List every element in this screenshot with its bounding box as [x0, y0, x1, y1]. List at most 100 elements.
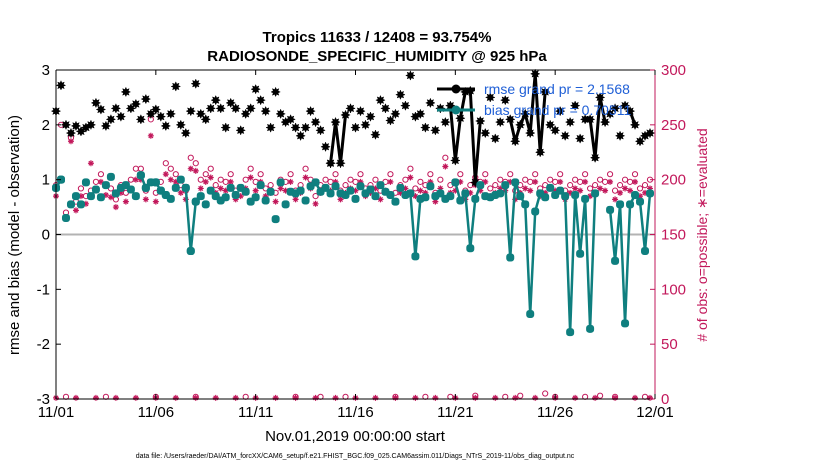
obs-evaluated-point: [467, 189, 474, 196]
obs-evaluated-point: [277, 185, 284, 192]
obs-possible-point: [202, 171, 209, 178]
y-tick-left-label: -1: [37, 281, 50, 298]
tick-layer: -3 -2 -1 0 1 2 3 0 50 100 150 200 250 300 11/01 11/06 11…: [37, 62, 686, 421]
bias-point: [206, 186, 215, 195]
obs-evaluated-point: [132, 176, 139, 183]
rmse-point: [250, 83, 261, 95]
obs-evaluated-baseline-point: [412, 394, 419, 401]
bias-point: [191, 197, 200, 206]
y-tick-right-label: 50: [661, 336, 678, 353]
obs-evaluated-point: [97, 178, 104, 185]
bias-point: [251, 193, 260, 202]
obs-evaluated-point: [427, 178, 434, 185]
obs-evaluated-point: [497, 185, 504, 192]
obs-evaluated-baseline-point: [272, 394, 279, 401]
bias-point: [621, 319, 630, 328]
bias-point: [131, 192, 140, 201]
obs-possible-point: [606, 171, 614, 178]
x-axis-label: Nov.01,2019 00:00:00 start: [265, 428, 446, 445]
bias-point: [326, 189, 335, 198]
obs-possible-point: [342, 182, 349, 189]
bias-point: [511, 178, 520, 187]
obs-possible-point: [402, 176, 409, 183]
bias-point: [531, 207, 540, 216]
obs-evaluated-point: [412, 193, 419, 200]
bias-point: [86, 192, 95, 201]
rmse-point: [255, 94, 266, 106]
obs-evaluated-point: [332, 178, 339, 185]
bias-point: [556, 186, 565, 195]
obs-evaluated-point: [557, 178, 564, 185]
obs-evaluated-point: [452, 187, 459, 194]
obs-possible-point: [636, 185, 644, 192]
bias-point: [496, 189, 505, 198]
bias-point: [581, 194, 590, 203]
rmse-point: [490, 133, 501, 144]
obs-evaluated-point: [637, 193, 644, 200]
y-tick-left-label: 2: [42, 117, 50, 134]
obs-evaluated-baseline-point: [312, 394, 319, 401]
obs-evaluated-baseline-point: [512, 394, 519, 401]
bias-point: [186, 246, 195, 255]
rmse-line-segment: [588, 95, 607, 160]
rmse-point: [509, 136, 521, 147]
bias-point: [406, 189, 415, 198]
obs-possible-point: [407, 165, 414, 172]
obs-evaluated-point: [207, 174, 214, 181]
bias-point: [631, 191, 640, 200]
bias-point: [576, 249, 585, 258]
rmse-point: [120, 86, 132, 98]
rmse-point: [200, 114, 211, 125]
obs-evaluated-point: [372, 185, 379, 192]
obs-evaluated-point: [527, 187, 534, 194]
obs-possible-point: [557, 171, 564, 178]
x-tick-label: 11/16: [337, 404, 373, 421]
obs-possible-point: [332, 171, 339, 178]
bias-point: [346, 186, 355, 195]
rmse-point: [345, 103, 356, 114]
obs-possible-point: [596, 176, 604, 183]
rmse-point: [285, 114, 296, 125]
bias-point: [411, 252, 420, 261]
rmse-point: [400, 100, 411, 111]
rmse-point: [185, 105, 197, 117]
bias-point: [181, 183, 190, 192]
obs-evaluated-baseline-point: [572, 394, 579, 401]
obs-evaluated-point: [437, 185, 444, 192]
bias-point: [526, 310, 535, 319]
obs-evaluated-point: [232, 196, 239, 203]
obs-possible-point: [77, 185, 85, 192]
obs-possible-point: [207, 165, 214, 172]
rmse-point: [475, 115, 486, 127]
y-tick-right-label: 150: [661, 227, 686, 244]
rmse-point: [609, 103, 621, 114]
legend-rmse-label: rmse grand pr = 2.1568: [484, 81, 630, 97]
rmse-point: [230, 103, 241, 114]
bias-point: [106, 172, 115, 181]
bias-point: [356, 182, 365, 191]
obs-evaluated-point: [197, 185, 204, 192]
bias-point: [416, 194, 425, 203]
rmse-line-segment: [329, 114, 348, 165]
obs-possible-point: [217, 176, 224, 183]
rmse-point: [330, 116, 341, 128]
rmse-point: [55, 80, 67, 91]
obs-possible-point: [582, 171, 589, 178]
bias-point: [226, 183, 235, 192]
bias-point: [196, 192, 205, 201]
y-axis-label-left: rmse and bias (model - observation): [6, 115, 23, 355]
bias-point: [626, 200, 635, 209]
rmse-point: [495, 116, 506, 128]
bias-point: [111, 189, 120, 198]
rmse-point: [360, 119, 371, 131]
obs-possible-point: [482, 171, 489, 178]
bias-point: [451, 178, 460, 187]
rmse-point: [85, 119, 97, 131]
bias-point: [171, 183, 180, 192]
rmse-point: [564, 116, 576, 128]
obs-evaluated-point: [552, 187, 559, 194]
obs-evaluated-point: [387, 178, 394, 185]
rmse-point: [315, 125, 326, 136]
obs-evaluated-point: [302, 174, 309, 181]
